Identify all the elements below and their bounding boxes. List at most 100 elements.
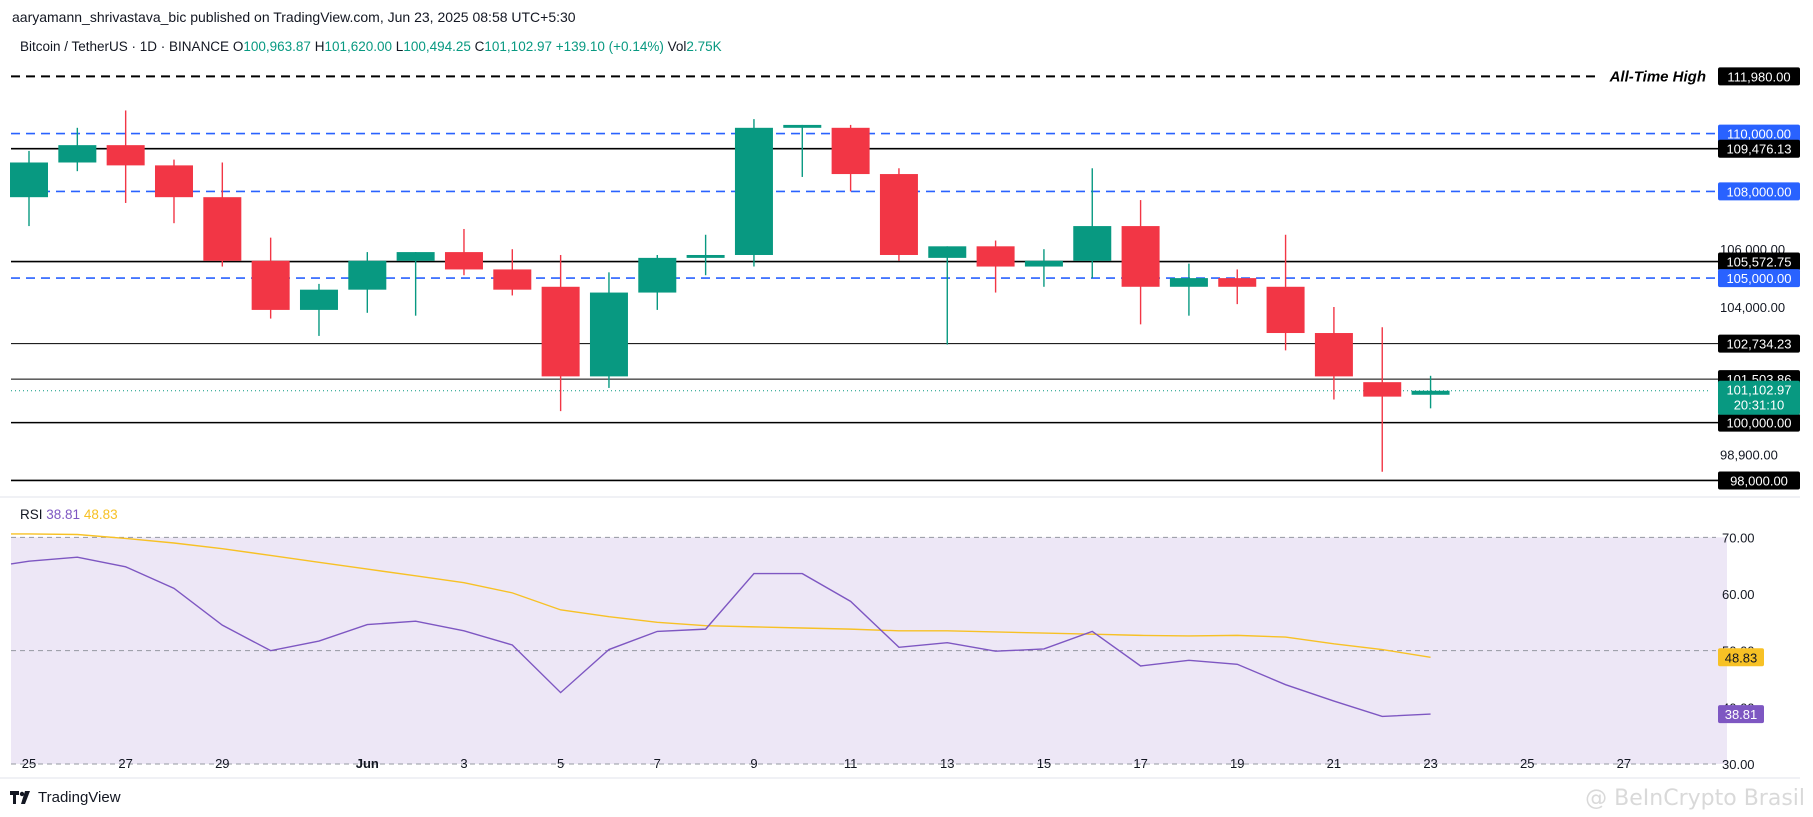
candle-body [154,165,193,198]
tradingview-logo-icon [10,791,30,804]
watermark: @ BeInCrypto Brasil [1585,786,1805,811]
candle-body [1218,278,1257,287]
time-tick-label: 9 [750,756,757,771]
price-level-tag [1718,269,1800,288]
last-price-tag [1718,380,1800,415]
price-pane[interactable]: All-Time High [0,68,1800,784]
tradingview-logo[interactable]: TradingView [10,789,121,806]
candle-body [106,145,145,166]
candle-body [58,145,97,163]
time-tick-label: 19 [1230,756,1244,771]
time-tick-label: 27 [118,756,132,771]
close-key: C [474,39,485,54]
time-tick-label: 17 [1133,756,1147,771]
publisher-line: aaryamann_shrivastava_bic published on T… [12,9,576,25]
close-value: 101,102.97 [484,39,552,54]
price-level-tag [1718,67,1800,86]
candle-body [1314,333,1353,377]
high-value: 101,620.00 [324,39,393,54]
candle-body [1266,286,1305,334]
price-level-tag-label: 110,000.00 [1727,127,1791,142]
rsi-tick-label: 60.00 [1722,587,1755,602]
rsi-legend: RSI 38.81 48.83 [20,507,118,522]
candle-body [203,197,242,261]
candle-body [686,254,725,258]
price-level-tag [1718,413,1800,432]
ohlc-legend: Bitcoin / TetherUS · 1D · BINANCE O100,9… [20,39,722,54]
rsi-value-tag [1718,705,1764,724]
candle-body [879,174,918,255]
price-tick-label: 104,000.00 [1720,300,1785,315]
price-level-tag-label: 102,734.23 [1726,337,1791,352]
candle-body [734,127,773,255]
time-axis[interactable]: 25 27 29 Jun 3 5 7 9 11 13 15 17 19 21 23 25 27 [0,756,1800,779]
candle-body [928,246,967,258]
open-key: O [232,39,244,54]
candle-body [493,269,532,290]
volume-value: 2.75K [686,39,722,54]
candle-body [1363,382,1402,397]
price-level-tag [1718,252,1800,271]
candle-body [396,252,435,261]
time-tick-label: Jun [356,756,379,771]
all-time-high-label: All-Time High [1609,68,1706,85]
time-tick-label: 13 [940,756,954,771]
rsi-pane[interactable] [10,533,1727,765]
open-value: 100,963.87 [243,39,311,54]
time-tick-label: 7 [654,756,661,771]
candle-body [299,289,338,310]
candle-body [1169,278,1208,287]
price-level-tag [1718,471,1800,490]
rsi-ma-legend-value: 48.83 [83,507,118,522]
time-tick-label: 11 [844,756,858,771]
price-level-tag-label: 98,000.00 [1730,473,1788,488]
candle-body [831,127,870,175]
price-level-tag [1718,124,1800,143]
low-key: L [395,39,404,54]
price-axis[interactable]: 106,000.00104,000.0098,900.00111,980.001… [1718,67,1800,772]
time-tick-label: 23 [1423,756,1437,771]
candle-body [10,162,48,198]
candle-body [638,257,677,293]
candle-body [589,292,628,377]
time-tick-label: 25 [22,756,36,771]
time-tick-label: 29 [215,756,229,771]
price-level-tag-label: 109,476.13 [1726,142,1791,157]
candle-body [348,260,387,290]
price-level-tag-label: 108,000.00 [1726,184,1791,199]
rsi-value-tag-label: 38.81 [1725,707,1758,722]
rsi-legend-value: 38.81 [46,507,81,522]
candle-body [783,124,822,128]
low-value: 100,494.25 [403,39,471,54]
candle-body [444,252,483,270]
price-level-tag-label: 100,000.00 [1726,416,1791,431]
candle-body [541,286,580,377]
price-level-tag [1718,334,1800,353]
time-tick-label: 5 [557,756,564,771]
time-tick-label: 21 [1327,756,1341,771]
time-tick-label: 3 [460,756,467,771]
high-key: H [314,39,325,54]
symbol-label[interactable]: Bitcoin / TetherUS · 1D · BINANCE [20,39,230,54]
rsi-legend-label[interactable]: RSI [20,507,43,522]
time-tick-label: 25 [1520,756,1534,771]
rsi-ma-line [11,533,1431,658]
change-value: +139.10 (+0.14%) [555,39,664,54]
rsi-line [10,556,1431,718]
price-tick-label: 98,900.00 [1720,447,1778,462]
candle-body [251,260,290,310]
price-level-tag-label: 111,980.00 [1727,69,1790,84]
price-level-tag [1718,182,1800,201]
candle-body [1121,226,1160,287]
candle-body [1024,260,1063,267]
candle-body [976,246,1015,267]
countdown-label: 20:31:10 [1734,398,1785,413]
rsi-value-tag-label: 48.83 [1725,650,1758,665]
last-price-tag-label: 101,102.97 [1726,383,1791,398]
price-level-tag [1718,139,1800,158]
price-level-tag-label: 105,572.75 [1726,255,1791,270]
rsi-tick-label: 30.00 [1722,757,1755,772]
candle-body [1073,226,1112,261]
time-tick-label: 15 [1037,756,1051,771]
